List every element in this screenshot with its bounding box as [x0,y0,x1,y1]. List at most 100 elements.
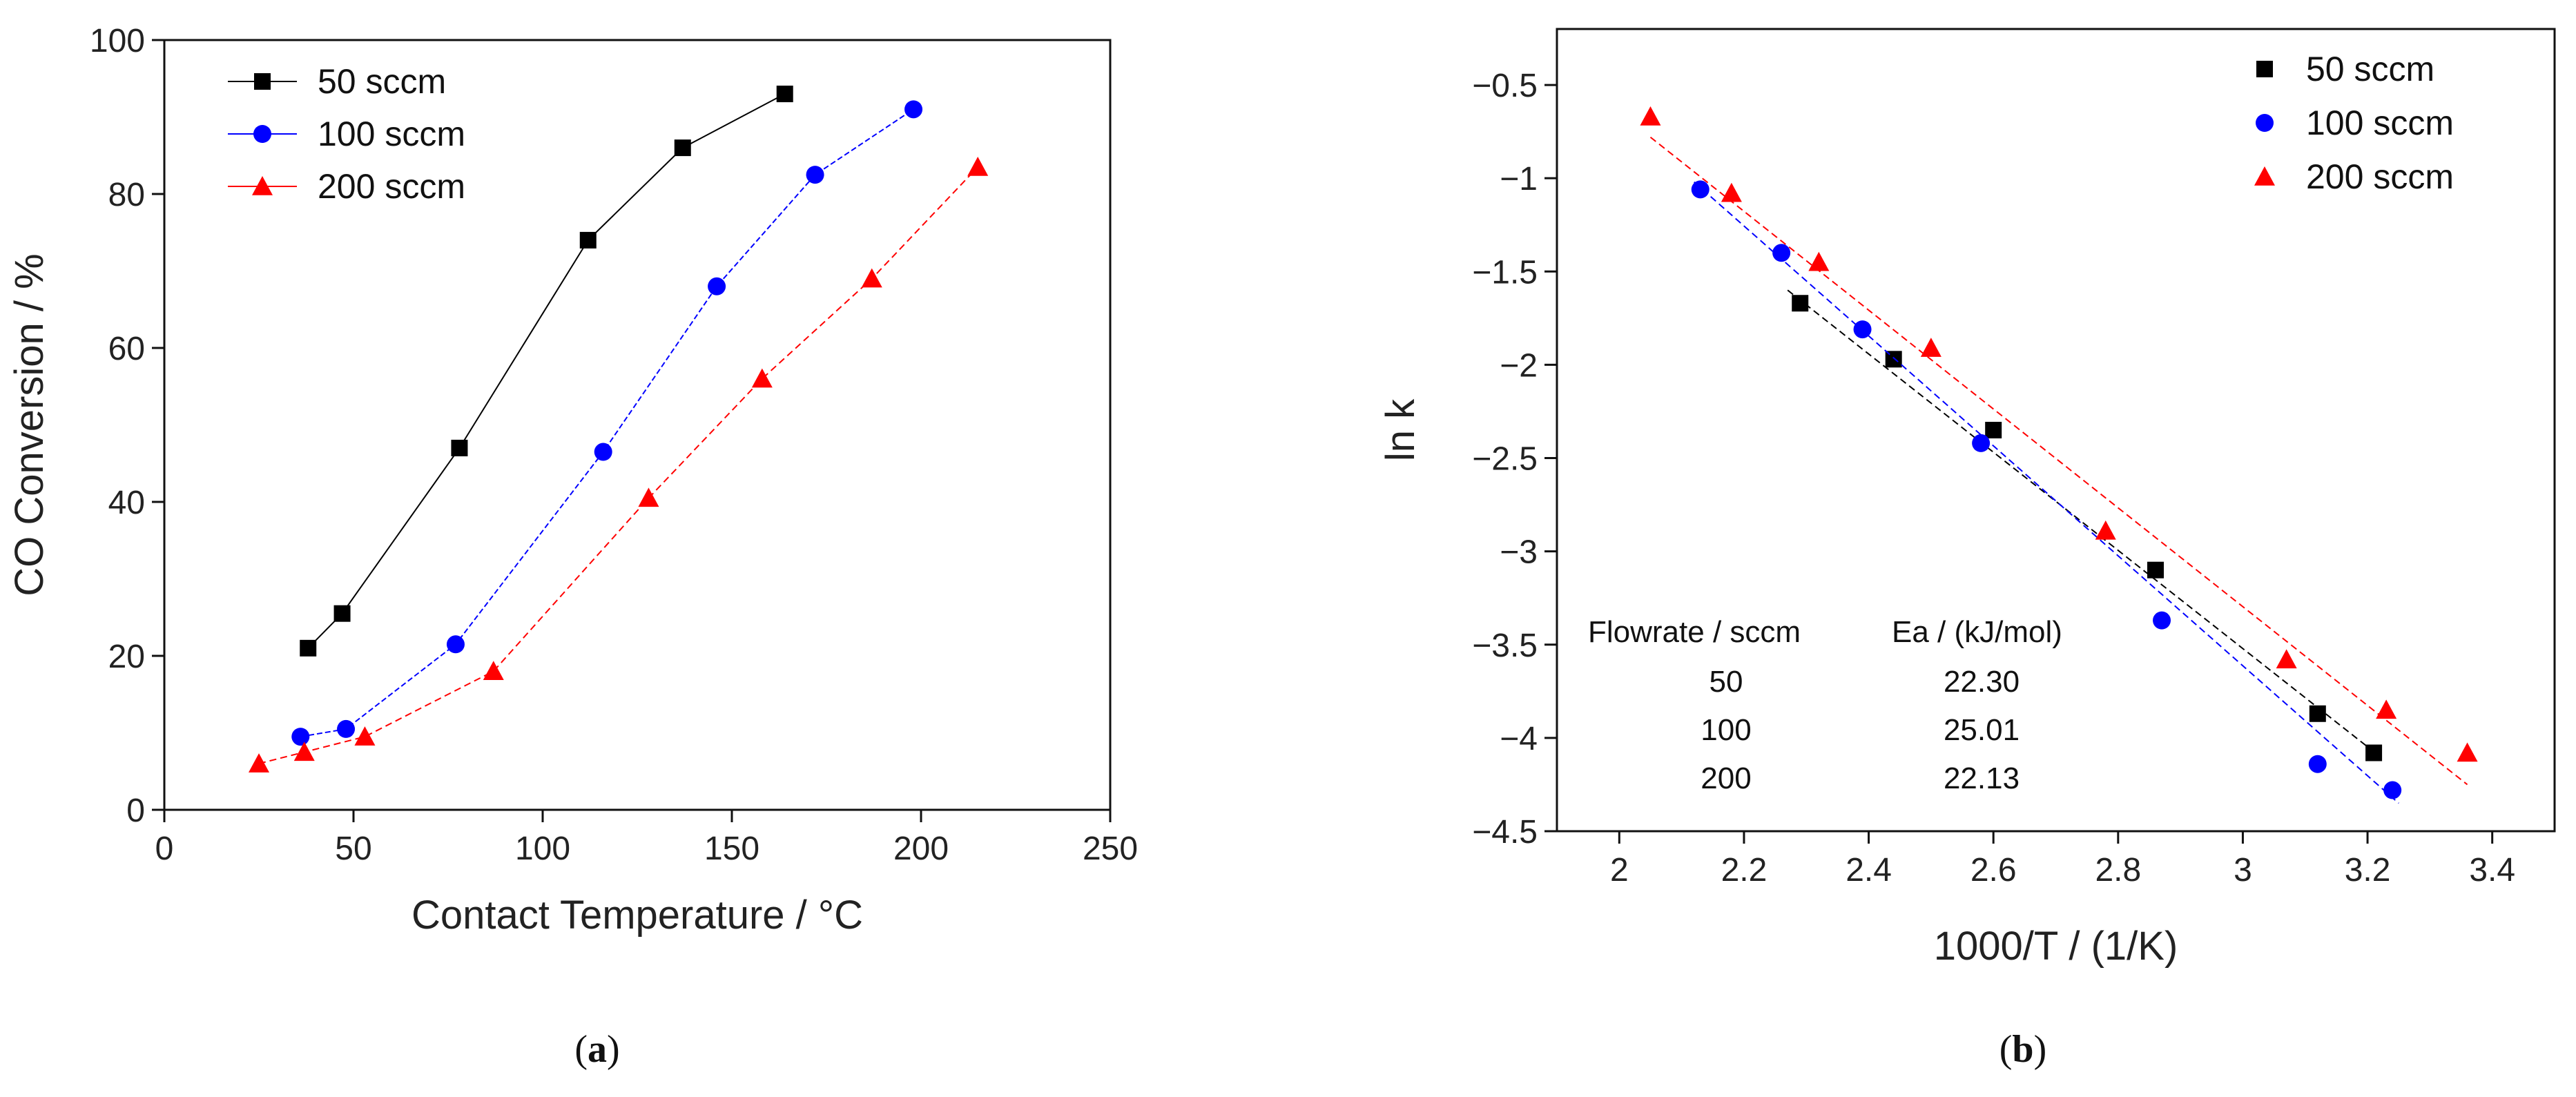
plot-frame [163,39,1112,811]
x-tick-label: 2.6 [1970,852,2017,889]
x-tick-label: 3.4 [2469,852,2515,889]
activation-energy-table: Flowrate / sccm Ea / (kJ/mol) 50 22.30 100 25… [1588,615,2062,795]
data-point [1721,182,1742,202]
data-point [638,487,659,507]
data-point [2095,520,2116,540]
series-200-sccm [1640,106,2478,786]
data-point [1985,422,2002,438]
y-tick-label: −4.5 [1472,814,1538,851]
y-tick-label: −2.5 [1472,441,1538,478]
x-tick-label: 2.4 [1846,852,1892,889]
fit-line [1787,289,2381,757]
x-axis-label: 1000/T / (1/K) [1934,924,2178,969]
y-tick-label: −2 [1500,347,1538,384]
data-point [1792,295,1809,312]
data-point [1808,251,1830,271]
data-point [2276,649,2297,669]
data-point [1691,180,1710,199]
data-point [293,741,315,761]
y-axis-label: CO Conversion / % [7,253,52,596]
table-cell: 50 [1710,665,1743,699]
data-point [1772,244,1791,262]
y-tick-label: −3 [1500,534,1538,571]
data-point [333,605,351,622]
x-tick-label: 50 [335,831,371,867]
legend-label: 200 sccm [2306,157,2454,196]
data-point [483,661,504,681]
legend-marker [2254,166,2275,186]
x-tick-label: 100 [515,831,570,867]
y-tick-label: 20 [108,639,145,675]
legend-label: 100 sccm [2306,104,2454,142]
data-point [291,728,310,746]
data-point [354,726,376,746]
x-tick-label: 2.2 [1721,852,1768,889]
legend-marker [2256,114,2274,132]
table-cell: 22.30 [1944,665,2020,699]
x-tick-label: 250 [1083,831,1138,867]
panel-label-close: ) [2034,1028,2047,1071]
panel-label: (b) [1999,1028,2046,1071]
panel-label-open: ( [574,1028,588,1071]
legend-marker [254,73,271,90]
x-axis-label: Contact Temperature / °C [411,893,863,938]
data-point [446,635,465,654]
data-point [861,268,882,288]
series-50-sccm [300,86,793,657]
data-point [2309,705,2326,722]
table-cell: 25.01 [1944,713,2020,747]
data-point [708,277,726,295]
y-axis-label: ln k [1378,398,1423,461]
legend-marker [2256,61,2273,77]
data-point [751,368,773,388]
data-point [904,100,923,119]
y-tick-label: −0.5 [1472,68,1538,104]
fit-line [1649,136,2468,786]
data-point [1972,434,1991,452]
legend-label: 100 sccm [318,115,465,153]
fit-line [1694,181,2399,804]
series-100-sccm [291,100,923,746]
data-point [1640,106,1661,126]
legend-label: 200 sccm [318,167,465,206]
series-200-sccm [249,156,989,773]
table-cell: 100 [1701,713,1751,747]
data-point [337,719,356,738]
data-point [2365,744,2383,761]
legend-label: 50 sccm [318,62,446,101]
data-point [2376,699,2397,719]
y-tick-label: 40 [108,485,145,521]
data-point [2153,611,2171,630]
legend: 50 sccm 100 sccm 200 sccm [2254,50,2454,196]
x-tick-label: 2.8 [2095,852,2141,889]
data-point [594,443,612,461]
data-point [2383,781,2402,799]
x-tick-label: 0 [155,831,174,867]
x-tick-label: 2 [1610,852,1629,889]
data-point [2457,742,2478,762]
data-point [2308,755,2327,773]
table-cell: 22.13 [1944,761,2020,795]
y-tick-label: −1 [1500,161,1538,197]
data-point [1853,320,1872,339]
panel-label-letter: b [2012,1028,2033,1071]
y-tick-label: 100 [90,23,145,59]
legend-label: 50 sccm [2306,50,2434,88]
y-tick-label: 60 [108,331,145,367]
panel-label-letter: a [588,1028,607,1071]
chart-a: 0 50 100 150 200 250 0 20 40 60 80 100 Contact Tempe… [7,23,1138,1071]
legend-marker [252,176,273,195]
y-tick-label: 0 [126,793,145,829]
panel-label-close: ) [607,1028,620,1071]
series-50-sccm [1787,289,2383,761]
data-point [579,231,597,249]
y-tick-label: −3.5 [1472,628,1538,664]
legend-marker [253,125,271,143]
chart-b: 2 2.2 2.4 2.6 2.8 3 3.2 3.4 −0.5 −1 −1.5 −2 −2.5 −3 −3… [1378,28,2556,1071]
data-point [967,156,989,176]
plot-frame [1556,28,2556,833]
x-tick-label: 150 [704,831,759,867]
panel-label: (a) [574,1028,619,1071]
table-header: Ea / (kJ/mol) [1892,615,2062,649]
data-point [1920,338,1941,357]
